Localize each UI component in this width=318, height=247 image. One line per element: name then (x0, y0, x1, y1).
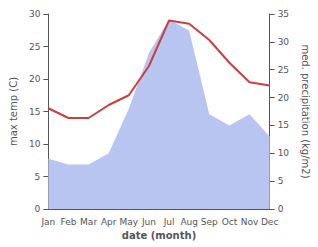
svg-text:Nov: Nov (241, 217, 259, 227)
svg-text:0: 0 (278, 204, 284, 214)
svg-text:25: 25 (29, 42, 40, 52)
svg-text:Jun: Jun (141, 217, 156, 227)
svg-text:Oct: Oct (222, 217, 238, 227)
svg-text:Apr: Apr (101, 217, 117, 227)
svg-text:med. precipitation (kg/m2): med. precipitation (kg/m2) (300, 44, 311, 178)
svg-text:15: 15 (29, 107, 40, 117)
svg-text:Jan: Jan (40, 217, 55, 227)
svg-text:Mar: Mar (80, 217, 97, 227)
svg-text:30: 30 (29, 9, 41, 19)
svg-text:15: 15 (278, 120, 289, 130)
svg-text:35: 35 (278, 9, 289, 19)
svg-text:5: 5 (278, 176, 284, 186)
svg-text:Aug: Aug (180, 217, 198, 227)
svg-text:date (month): date (month) (122, 230, 196, 241)
svg-text:max temp (C): max temp (C) (8, 77, 19, 146)
svg-text:May: May (120, 217, 139, 227)
svg-text:30: 30 (278, 37, 290, 47)
svg-text:25: 25 (278, 65, 289, 75)
svg-text:Dec: Dec (261, 217, 278, 227)
svg-text:Sep: Sep (201, 217, 218, 227)
svg-text:5: 5 (35, 172, 41, 182)
svg-text:Jul: Jul (163, 217, 175, 227)
svg-text:20: 20 (278, 93, 290, 103)
svg-text:10: 10 (278, 148, 290, 158)
svg-text:0: 0 (35, 204, 41, 214)
svg-text:20: 20 (29, 74, 41, 84)
svg-text:10: 10 (29, 139, 41, 149)
svg-text:Feb: Feb (61, 217, 77, 227)
